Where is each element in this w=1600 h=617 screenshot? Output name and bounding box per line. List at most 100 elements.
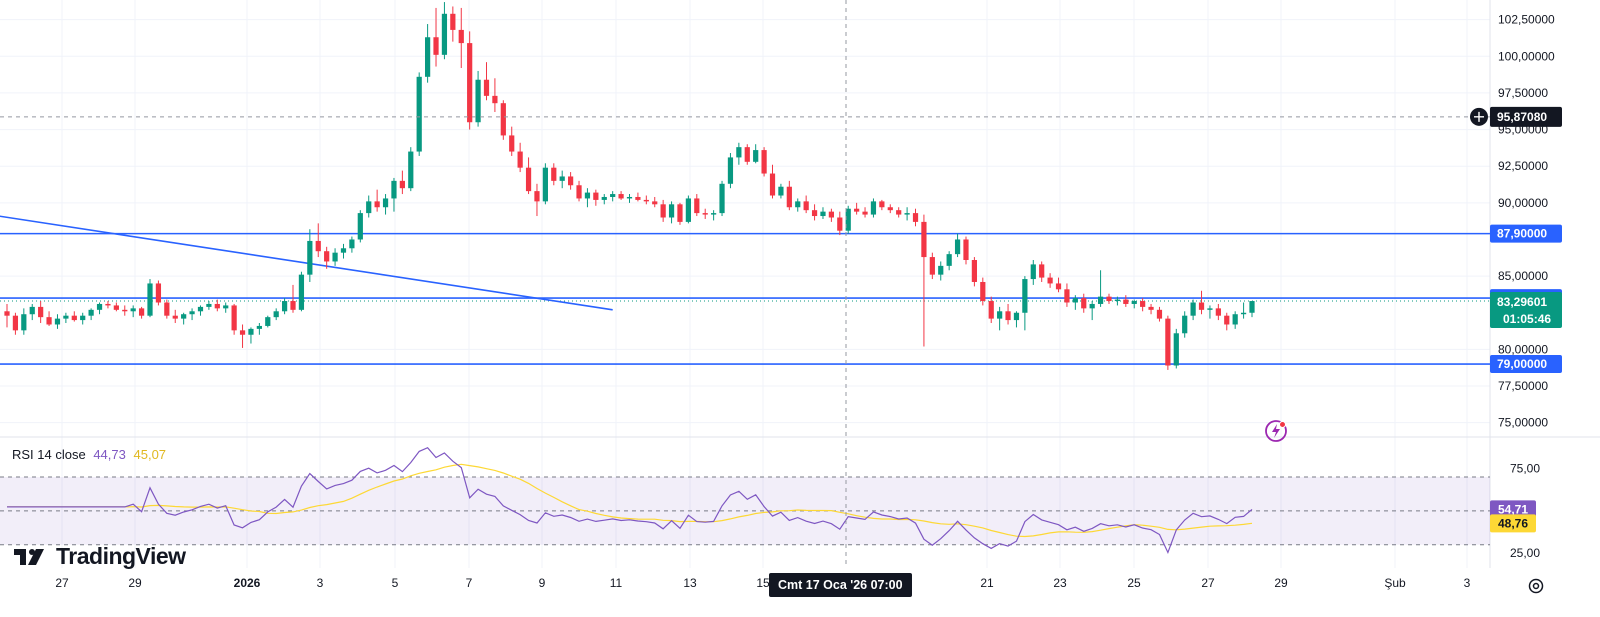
candle-body [584, 192, 591, 199]
candle-body [71, 315, 77, 321]
candle-body [963, 239, 969, 260]
trend-line[interactable] [0, 215, 613, 311]
candle-body [425, 37, 431, 77]
candle-body [921, 221, 927, 258]
candle-body [349, 239, 355, 249]
candle-body [1215, 308, 1221, 316]
candle-body [1173, 333, 1179, 366]
time-tick-label: 21 [980, 576, 994, 590]
candle-body [946, 254, 952, 266]
candle-body [1013, 312, 1020, 321]
price-tick-label: 90,00000 [1498, 196, 1548, 210]
candle-body [281, 301, 288, 312]
candle-body [702, 213, 708, 215]
candle-body [197, 306, 204, 312]
rsi-value-tag-bg [1490, 500, 1536, 519]
candle-body [1249, 301, 1255, 313]
candle-body [265, 317, 271, 326]
candle-body [576, 185, 582, 199]
candle-body [1165, 318, 1171, 366]
candle-body [1097, 296, 1104, 304]
candle-body [408, 151, 414, 189]
candle-body [382, 198, 389, 208]
candle-body [1072, 298, 1078, 303]
candle-body [138, 308, 145, 316]
gear-icon[interactable] [1527, 577, 1545, 595]
candle-body [525, 167, 532, 192]
time-tick-label: 23 [1053, 576, 1067, 590]
time-tick-label: 15 [756, 576, 770, 590]
candle-body [483, 79, 490, 96]
candle-body [811, 210, 818, 217]
candle-body [231, 305, 237, 331]
candle-body [1148, 306, 1154, 310]
candle-body [1240, 312, 1247, 315]
candle-body [618, 194, 624, 199]
candle-body [399, 180, 405, 189]
candle-body [786, 186, 792, 208]
candle-body [904, 213, 910, 215]
candle-body [113, 305, 119, 310]
price-tick-label: 102,50000 [1498, 13, 1555, 27]
candle-body [492, 95, 498, 104]
candle-body [374, 201, 380, 208]
last-price-tag: 83,29601 [1497, 295, 1547, 309]
time-tick-label: 7 [466, 576, 473, 590]
price-lines[interactable] [0, 232, 1490, 365]
candle-body [298, 274, 305, 310]
time-tick-label: 27 [55, 576, 69, 590]
candle-body [1123, 299, 1129, 304]
candle-body [105, 303, 111, 306]
candle-body [256, 325, 262, 329]
candle-body [778, 186, 784, 196]
flash-icon[interactable] [1263, 418, 1289, 444]
candle-body [854, 208, 860, 212]
countdown-tag: 01:05:46 [1503, 312, 1551, 326]
candle-body [1190, 302, 1196, 316]
price-line-tag-bg [1490, 224, 1562, 243]
time-tick-label: Şub [1384, 576, 1406, 590]
candle-body [1005, 311, 1011, 321]
candle-body [668, 204, 675, 218]
price-tick-label: 97,50000 [1498, 86, 1548, 100]
candle-body [416, 76, 422, 152]
last-price-tag-bg [1490, 292, 1562, 329]
candle-body [568, 176, 574, 186]
candle-body [534, 191, 540, 202]
axes: 102,50000100,0000097,5000095,0000092,500… [55, 13, 1555, 590]
candle-body [1089, 303, 1095, 309]
candle-body [21, 314, 27, 331]
candle-body [744, 147, 750, 162]
candle-body [273, 311, 279, 318]
candle-body [828, 211, 834, 218]
candle-body [189, 311, 195, 315]
candle-body [248, 328, 254, 335]
candle-body [96, 303, 103, 310]
candle-body [4, 311, 10, 316]
price-line-tag-bg [1490, 355, 1562, 374]
trend-line-segment [0, 215, 613, 311]
candle-body [1224, 315, 1230, 325]
candle-body [130, 308, 136, 312]
price-tick-label: 80,00000 [1498, 342, 1548, 356]
candle-body [1030, 264, 1036, 280]
price-tags: 87,9000083,5000079,0000083,2960101:05:46… [1470, 106, 1562, 533]
candle-body [214, 303, 220, 309]
candle-body [626, 196, 633, 199]
candle-body [340, 248, 347, 253]
brand-name: TradingView [56, 543, 186, 569]
rsi-legend-value: 44,73 [93, 447, 126, 462]
candle-body [551, 167, 557, 181]
price-tick-label: 100,00000 [1498, 49, 1555, 63]
candle-body [761, 150, 767, 174]
candle-body [879, 201, 885, 208]
candle-body [1131, 301, 1137, 304]
candle-body [509, 135, 515, 152]
price-tick-label: 77,50000 [1498, 379, 1548, 393]
rsi-legend[interactable]: RSI 14 close 44,73 45,07 [12, 447, 170, 462]
candle-body [795, 201, 801, 208]
candle-body [988, 301, 994, 319]
candle-body [685, 198, 691, 222]
price-tick-label: 85,00000 [1498, 269, 1548, 283]
